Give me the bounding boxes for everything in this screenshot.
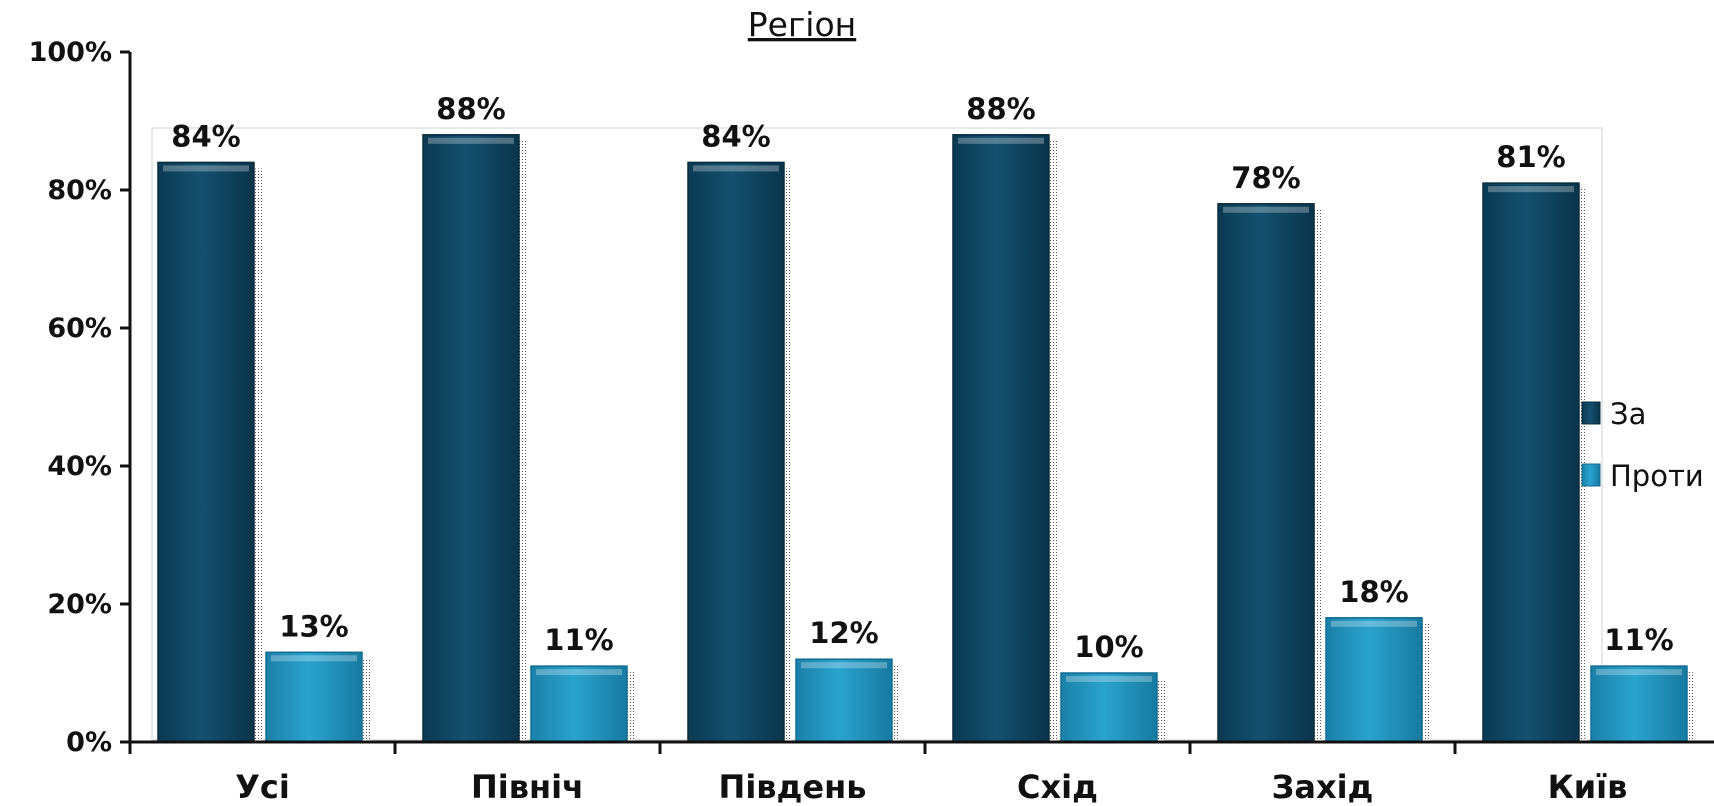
data-label-proty: 11%	[544, 623, 613, 657]
y-tick-label: 40%	[47, 451, 112, 482]
bar-za	[1217, 203, 1315, 743]
bar-shadow	[519, 140, 527, 743]
bar-highlight	[958, 137, 1044, 144]
bar-proty	[1060, 672, 1158, 743]
data-label-za: 84%	[701, 119, 770, 153]
bar-shadow	[1157, 679, 1165, 742]
bar-highlight	[801, 662, 887, 669]
y-tick-label: 60%	[47, 313, 112, 344]
bar-shadow	[254, 168, 262, 742]
legend: За Проти	[1581, 397, 1704, 493]
bar-shadow	[1314, 209, 1322, 743]
x-category-label: Південь	[719, 768, 867, 806]
x-category-label: Київ	[1548, 768, 1628, 806]
bar-shadow	[784, 168, 792, 742]
bar-shadow	[1422, 623, 1430, 742]
x-category-label: Північ	[471, 768, 584, 806]
data-label-proty: 11%	[1604, 623, 1673, 657]
bar-shadow	[362, 658, 370, 742]
bar-za	[157, 161, 255, 743]
bar-za	[1482, 182, 1580, 743]
bar-highlight	[1488, 186, 1574, 193]
data-label-proty: 10%	[1074, 630, 1143, 664]
bar-proty	[530, 665, 628, 743]
data-label-za: 88%	[436, 92, 505, 126]
bar-highlight	[163, 165, 249, 172]
data-label-proty: 18%	[1339, 575, 1408, 609]
data-label-za: 84%	[171, 119, 240, 153]
x-axis: Усі Північ Південь Схід Захід Київ	[128, 740, 1714, 806]
data-label-za: 88%	[966, 92, 1035, 126]
legend-swatch-proty	[1581, 463, 1601, 487]
bar-shadow	[627, 672, 635, 742]
legend-label-proty: Проти	[1610, 459, 1704, 493]
y-tick-label: 100%	[29, 37, 112, 68]
data-label-proty: 12%	[809, 616, 878, 650]
bar-proty	[265, 651, 363, 743]
data-label-proty: 13%	[279, 609, 348, 643]
bar-highlight	[271, 655, 357, 662]
bars: 84% 13% 88% 11% 84% 12% 88% 10% 78% 18% 81% 11%	[157, 92, 1695, 743]
legend-label-za: За	[1610, 397, 1646, 431]
bar-highlight	[1223, 206, 1309, 213]
bar-shadow	[892, 665, 900, 742]
bar-highlight	[1596, 669, 1682, 676]
bar-shadow	[1687, 672, 1695, 742]
legend-swatch-za	[1581, 401, 1601, 425]
y-tick-label: 20%	[47, 589, 112, 620]
data-label-za: 81%	[1496, 140, 1565, 174]
bar-za	[422, 134, 520, 743]
bar-proty	[795, 658, 893, 743]
bar-highlight	[1331, 620, 1417, 627]
x-category-label: Захід	[1272, 768, 1374, 806]
bar-highlight	[536, 669, 622, 676]
chart-title: Регіон	[748, 5, 856, 44]
bar-highlight	[693, 165, 779, 172]
bar-za	[687, 161, 785, 743]
y-tick-label: 80%	[47, 175, 112, 206]
y-tick-label: 0%	[66, 727, 112, 758]
bar-highlight	[428, 137, 514, 144]
x-category-label: Усі	[235, 768, 290, 806]
bar-highlight	[1066, 676, 1152, 682]
bar-proty	[1590, 665, 1688, 743]
bar-za	[952, 134, 1050, 743]
bar-proty	[1325, 617, 1423, 743]
bar-shadow	[1049, 140, 1057, 743]
x-category-label: Схід	[1017, 768, 1098, 806]
data-label-za: 78%	[1231, 161, 1300, 195]
y-axis-ticks: 0% 20% 40% 60% 80% 100%	[29, 37, 132, 758]
